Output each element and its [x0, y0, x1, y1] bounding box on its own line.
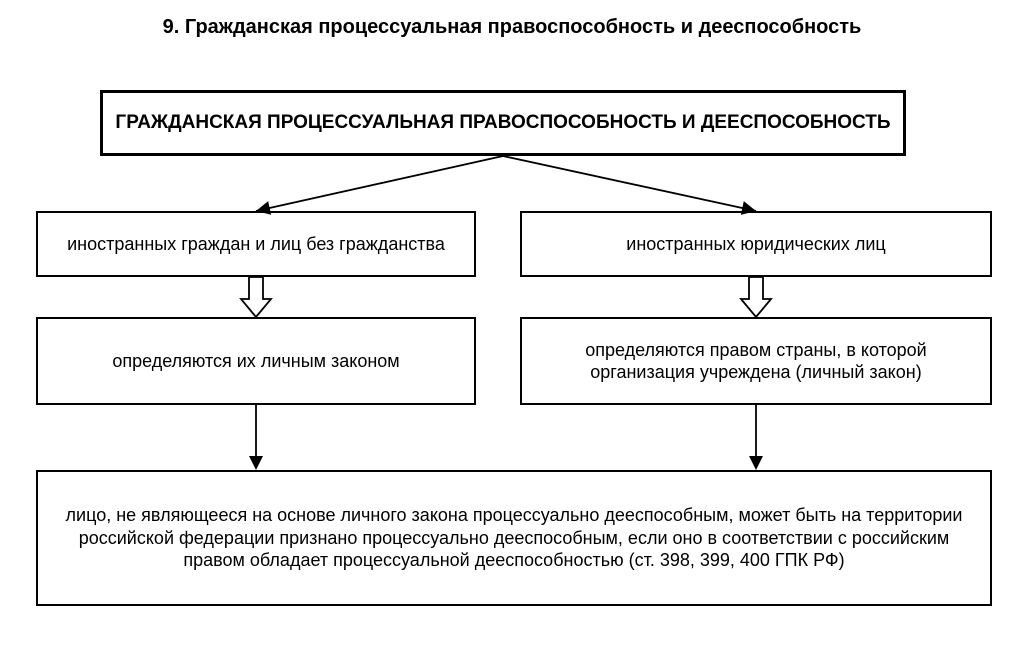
bottom-text: лицо, не являющееся на основе личного за… [48, 504, 980, 572]
page-heading: 9. Гражданская процессуальная правоспосо… [90, 16, 934, 42]
right2-box: определяются правом страны, в которой ор… [520, 317, 992, 405]
right1-box: иностранных юридических лиц [520, 211, 992, 277]
right2-text: определяются правом страны, в которой ор… [532, 339, 980, 384]
title-box: ГРАЖДАНСКАЯ ПРОЦЕССУАЛЬНАЯ ПРАВОСПОСОБНО… [100, 90, 906, 156]
title-text: ГРАЖДАНСКАЯ ПРОЦЕССУАЛЬНАЯ ПРАВОСПОСОБНО… [115, 111, 890, 135]
left2-box: определяются их личным законом [36, 317, 476, 405]
left1-box: иностранных граждан и лиц без гражданств… [36, 211, 476, 277]
right1-text: иностранных юридических лиц [626, 233, 885, 256]
left2-text: определяются их личным законом [112, 350, 399, 373]
bottom-box: лицо, не являющееся на основе личного за… [36, 470, 992, 606]
left1-text: иностранных граждан и лиц без гражданств… [67, 233, 445, 256]
